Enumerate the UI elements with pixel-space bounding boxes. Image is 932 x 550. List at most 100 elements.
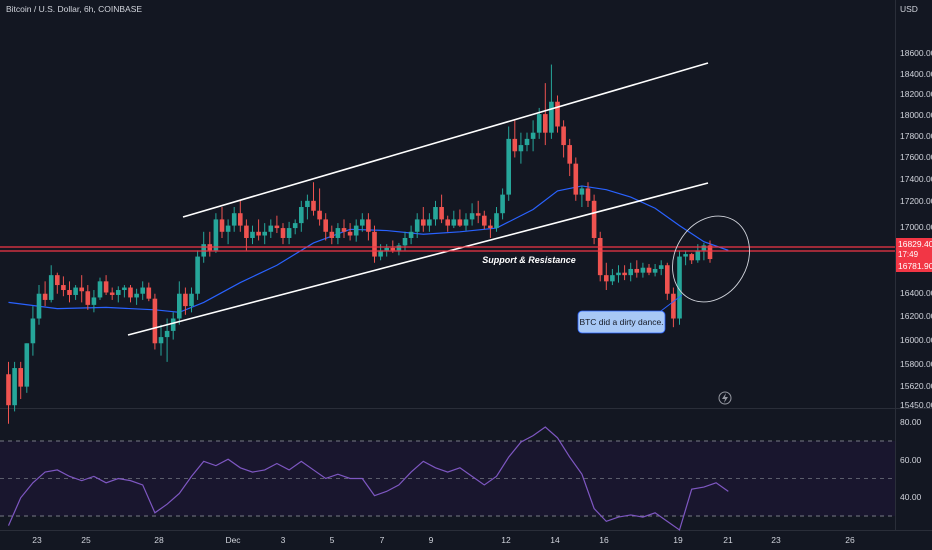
candle[interactable] bbox=[414, 213, 420, 238]
candle[interactable] bbox=[353, 219, 359, 242]
candle[interactable] bbox=[463, 213, 469, 231]
candle[interactable] bbox=[634, 260, 640, 278]
candle[interactable] bbox=[506, 126, 511, 201]
candle[interactable] bbox=[134, 288, 139, 305]
candle[interactable] bbox=[85, 285, 91, 310]
candle[interactable] bbox=[701, 242, 707, 261]
candle[interactable] bbox=[439, 194, 444, 224]
candle[interactable] bbox=[360, 213, 365, 232]
candle[interactable] bbox=[646, 264, 652, 276]
candle[interactable] bbox=[482, 210, 487, 230]
candle[interactable] bbox=[305, 194, 310, 220]
candle[interactable] bbox=[677, 250, 682, 325]
candle[interactable] bbox=[585, 182, 591, 208]
candle[interactable] bbox=[469, 203, 475, 226]
candle[interactable] bbox=[640, 262, 646, 278]
candle[interactable] bbox=[457, 209, 463, 227]
candle[interactable] bbox=[689, 252, 694, 264]
candle[interactable] bbox=[24, 343, 30, 393]
candle[interactable] bbox=[189, 287, 194, 313]
candle[interactable] bbox=[128, 285, 133, 303]
candle[interactable] bbox=[177, 281, 182, 325]
candle[interactable] bbox=[48, 265, 54, 303]
candle[interactable] bbox=[555, 95, 560, 133]
candle[interactable] bbox=[183, 287, 188, 315]
candle[interactable] bbox=[268, 219, 274, 238]
time-axis[interactable]: 23 25 28 Dec 3 5 7 9 12 14 16 19 21 23 2… bbox=[32, 535, 855, 545]
candle[interactable] bbox=[707, 240, 713, 263]
candle[interactable] bbox=[616, 265, 621, 283]
candle[interactable] bbox=[579, 185, 585, 208]
candle[interactable] bbox=[6, 361, 11, 424]
candle[interactable] bbox=[421, 207, 426, 232]
candle[interactable] bbox=[299, 200, 304, 232]
candle[interactable] bbox=[18, 361, 23, 400]
candle[interactable] bbox=[97, 277, 103, 300]
candle[interactable] bbox=[341, 219, 347, 238]
candle[interactable] bbox=[195, 250, 200, 300]
candle[interactable] bbox=[530, 120, 536, 152]
candle[interactable] bbox=[73, 285, 78, 300]
candle[interactable] bbox=[231, 207, 237, 232]
candle[interactable] bbox=[475, 200, 481, 224]
price-pane[interactable] bbox=[0, 0, 895, 408]
candle[interactable] bbox=[549, 64, 554, 139]
price-axis[interactable]: 18600.00 18400.00 18200.00 18000.00 1780… bbox=[900, 48, 932, 410]
candle[interactable] bbox=[543, 83, 548, 146]
candle[interactable] bbox=[604, 262, 609, 291]
candle[interactable] bbox=[238, 200, 243, 232]
candle[interactable] bbox=[67, 281, 72, 303]
candle[interactable] bbox=[494, 207, 499, 232]
candle[interactable] bbox=[610, 268, 615, 286]
candle[interactable] bbox=[372, 225, 377, 263]
candle[interactable] bbox=[55, 272, 60, 294]
candle[interactable] bbox=[683, 250, 688, 266]
candle[interactable] bbox=[500, 188, 505, 220]
candle[interactable] bbox=[280, 223, 286, 245]
candle[interactable] bbox=[36, 285, 42, 325]
candle[interactable] bbox=[652, 264, 658, 277]
candle[interactable] bbox=[158, 324, 164, 356]
candle[interactable] bbox=[524, 132, 530, 152]
candle[interactable] bbox=[658, 260, 664, 276]
candle[interactable] bbox=[396, 242, 402, 256]
callout-box[interactable] bbox=[577, 310, 666, 334]
candle[interactable] bbox=[329, 225, 335, 245]
candle[interactable] bbox=[591, 194, 597, 245]
candle[interactable] bbox=[219, 207, 225, 238]
candle[interactable] bbox=[109, 287, 115, 300]
candle[interactable] bbox=[622, 265, 627, 281]
candle[interactable] bbox=[61, 276, 66, 297]
support-resistance-label[interactable]: Support & Resistance bbox=[482, 255, 576, 265]
candle[interactable] bbox=[116, 286, 121, 303]
candle[interactable] bbox=[665, 262, 670, 300]
highlight-ellipse[interactable] bbox=[657, 202, 764, 316]
candle[interactable] bbox=[335, 223, 341, 245]
candle[interactable] bbox=[427, 213, 432, 232]
channel-upper-line[interactable] bbox=[182, 62, 709, 218]
channel-lower-line[interactable] bbox=[127, 182, 709, 336]
candle[interactable] bbox=[573, 157, 579, 201]
candle[interactable] bbox=[256, 219, 261, 241]
candle[interactable] bbox=[286, 221, 292, 245]
candle[interactable] bbox=[488, 219, 493, 238]
candle[interactable] bbox=[30, 306, 36, 356]
candle[interactable] bbox=[671, 287, 676, 328]
rsi-axis[interactable]: 80.00 60.00 40.00 bbox=[900, 417, 922, 502]
candle[interactable] bbox=[79, 275, 84, 303]
candle[interactable] bbox=[366, 213, 371, 241]
candle[interactable] bbox=[433, 200, 438, 226]
candle[interactable] bbox=[140, 281, 145, 300]
candle[interactable] bbox=[451, 210, 457, 229]
candle[interactable] bbox=[317, 188, 322, 226]
candle[interactable] bbox=[164, 318, 170, 362]
candle[interactable] bbox=[170, 312, 176, 340]
candle[interactable] bbox=[42, 281, 48, 307]
candle[interactable] bbox=[91, 290, 97, 313]
candle[interactable] bbox=[311, 182, 316, 216]
candle[interactable] bbox=[292, 219, 298, 235]
candle[interactable] bbox=[122, 285, 127, 298]
candle[interactable] bbox=[225, 219, 231, 245]
candle[interactable] bbox=[213, 213, 219, 253]
